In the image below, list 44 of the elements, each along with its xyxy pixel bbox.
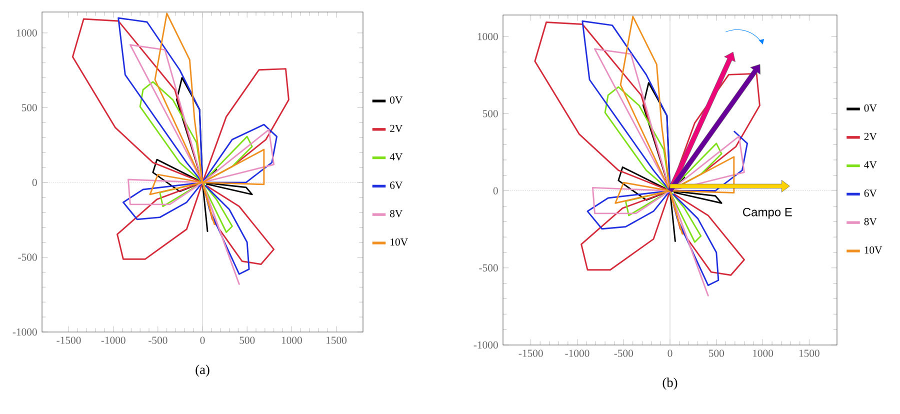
legend-label: 6V bbox=[390, 182, 403, 189]
y-tick-label: -500 bbox=[479, 264, 498, 272]
x-tick-label: 0 bbox=[668, 350, 672, 357]
line-series bbox=[614, 16, 735, 235]
legend-label: 0V bbox=[390, 96, 403, 104]
text: (b) bbox=[662, 378, 678, 390]
x-tick-label: 1000 bbox=[282, 336, 302, 344]
y-tick-label: 1000 bbox=[16, 29, 37, 37]
y-tick-label: -1000 bbox=[12, 328, 37, 336]
x-tick-label: 500 bbox=[709, 350, 724, 357]
legend-label: 8V bbox=[864, 218, 877, 226]
x-tick-label: -1500 bbox=[56, 336, 81, 344]
x-tick-label: 0 bbox=[200, 336, 205, 344]
y-tick-label: 1000 bbox=[478, 32, 498, 40]
legend-label: 10V bbox=[864, 246, 882, 254]
y-tick-label: 0 bbox=[493, 187, 498, 194]
line-series bbox=[592, 48, 745, 296]
annotation: Campo E bbox=[743, 208, 792, 219]
legend-label: 10V bbox=[390, 238, 408, 246]
x-tick-label: 1000 bbox=[753, 350, 774, 357]
legend-label: 0V bbox=[864, 104, 877, 112]
y-tick-label: 500 bbox=[482, 110, 498, 118]
legend-label: 4V bbox=[864, 161, 877, 168]
x-tick-label: -500 bbox=[148, 336, 168, 344]
line-series bbox=[128, 44, 275, 285]
legend-label: 2V bbox=[864, 132, 877, 140]
x-tick-label: -500 bbox=[614, 350, 633, 357]
x-tick-label: 1500 bbox=[326, 336, 347, 344]
y-tick-label: 0 bbox=[32, 178, 37, 186]
x-tick-label: 1500 bbox=[799, 350, 820, 357]
legend-label: 4V bbox=[390, 153, 403, 160]
x-tick-label: -1000 bbox=[565, 350, 590, 357]
y-tick-label: -500 bbox=[18, 254, 37, 261]
line-series bbox=[118, 17, 278, 275]
x-tick-label: 500 bbox=[240, 336, 255, 344]
y-tick-label: 500 bbox=[22, 104, 37, 112]
text: (a) bbox=[196, 364, 210, 377]
x-tick-label: -1500 bbox=[518, 350, 543, 357]
line-series bbox=[72, 18, 290, 265]
x-tick-label: -1000 bbox=[101, 336, 126, 344]
legend-label: 6V bbox=[864, 190, 877, 197]
line-series bbox=[149, 12, 265, 226]
legend-label: 8V bbox=[390, 210, 403, 218]
legend-label: 2V bbox=[390, 124, 403, 132]
